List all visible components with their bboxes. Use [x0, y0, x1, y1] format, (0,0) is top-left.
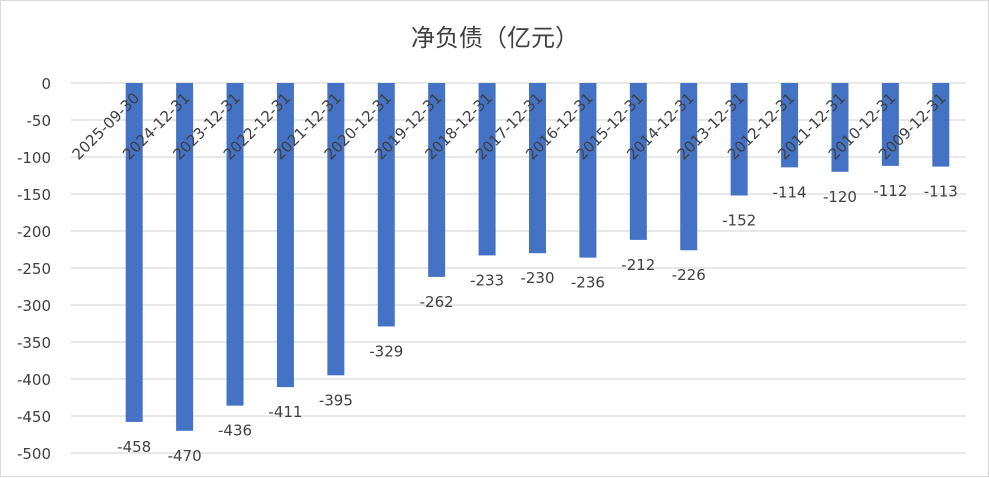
y-tick-label: -300 — [17, 297, 51, 315]
y-tick-label: -500 — [17, 445, 51, 463]
bar — [428, 83, 446, 277]
bar — [529, 83, 546, 254]
bar — [478, 83, 496, 256]
y-tick-label: 0 — [41, 75, 51, 93]
y-tick-label: -450 — [17, 408, 51, 426]
bar — [680, 83, 698, 251]
bar — [176, 83, 194, 431]
y-tick-label: -100 — [17, 149, 51, 167]
data-label: -436 — [218, 422, 252, 440]
data-label: -226 — [672, 266, 706, 284]
data-label: -411 — [268, 403, 302, 421]
data-label: -458 — [117, 438, 151, 456]
bar — [629, 83, 647, 240]
bar — [932, 83, 950, 167]
data-label: -152 — [722, 211, 756, 229]
data-label: -113 — [924, 183, 958, 201]
data-label: -112 — [873, 182, 907, 200]
bar — [327, 83, 345, 376]
data-label: -120 — [823, 188, 857, 206]
data-label: -233 — [470, 271, 504, 289]
data-label: -236 — [571, 274, 605, 292]
data-label: -329 — [369, 342, 403, 360]
y-tick-label: -250 — [17, 260, 51, 278]
bar — [377, 83, 395, 327]
data-label: -395 — [319, 391, 353, 409]
y-tick-label: -350 — [17, 334, 51, 352]
bar — [781, 83, 799, 168]
y-tick-label: -50 — [27, 112, 52, 130]
bar — [579, 83, 597, 258]
y-tick-label: -400 — [17, 371, 51, 389]
data-label: -212 — [621, 256, 655, 274]
data-label: -114 — [773, 183, 807, 201]
y-tick-label: -150 — [17, 186, 51, 204]
bar — [881, 83, 899, 166]
data-label: -230 — [520, 269, 554, 287]
data-label: -262 — [420, 293, 454, 311]
data-label: -470 — [168, 447, 202, 465]
bar — [125, 83, 143, 422]
bar — [831, 83, 849, 172]
y-tick-label: -200 — [17, 223, 51, 241]
chart-title: 净负债（亿元） — [411, 24, 579, 52]
bar — [276, 83, 294, 388]
bar — [730, 83, 748, 196]
bar — [226, 83, 244, 406]
